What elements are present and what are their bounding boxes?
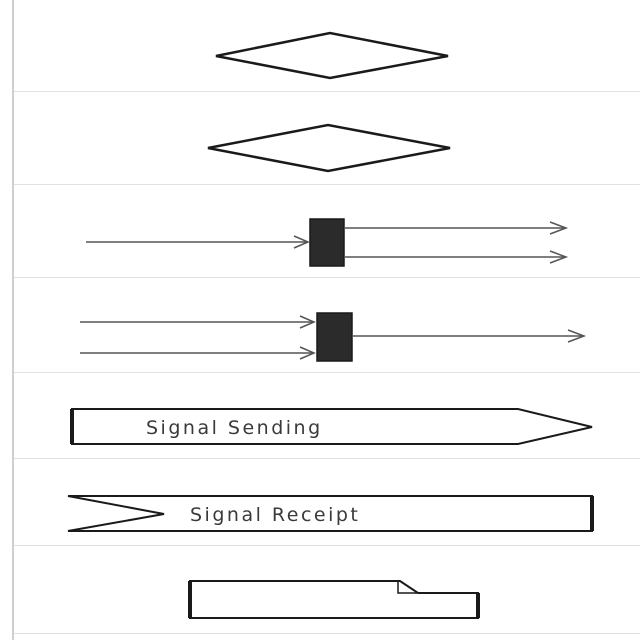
merge-node-icon <box>207 123 451 173</box>
palette-item-merge-node[interactable] <box>14 92 640 185</box>
signal-sending-shape: Signal Sending <box>70 408 593 445</box>
fork-node-icon <box>86 218 569 267</box>
palette-item-note[interactable] <box>14 546 640 634</box>
palette-item-decision-node[interactable] <box>14 0 640 92</box>
palette-item-join-node[interactable] <box>14 278 640 373</box>
palette-left-border <box>12 0 14 640</box>
join-node-icon <box>80 312 587 362</box>
decision-node-icon <box>215 31 449 80</box>
signal-receipt-shape: Signal Receipt <box>67 495 594 532</box>
signal-receipt-label: Signal Receipt <box>190 504 360 526</box>
signal-sending-label: Signal Sending <box>146 417 323 439</box>
palette-item-signal-receipt[interactable]: Signal Receipt <box>14 459 640 546</box>
palette-item-fork-node[interactable] <box>14 185 640 278</box>
note-icon <box>188 580 480 619</box>
palette-item-signal-sending[interactable]: Signal Sending <box>14 373 640 459</box>
